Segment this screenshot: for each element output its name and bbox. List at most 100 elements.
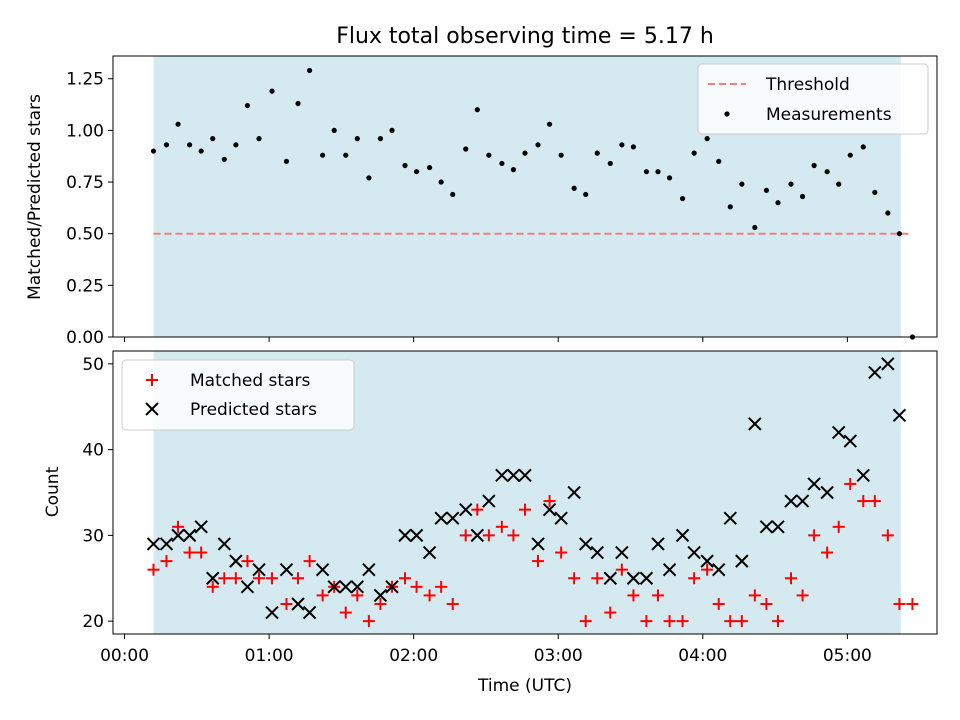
predicted-star-point bbox=[531, 537, 545, 551]
threshold-legend-label: Threshold bbox=[765, 75, 850, 95]
predicted-star-point bbox=[279, 562, 294, 577]
predicted-star-point bbox=[171, 528, 185, 543]
matched-star-point bbox=[893, 597, 906, 610]
matched-legend-label: Matched stars bbox=[190, 371, 310, 391]
measurement-point bbox=[788, 181, 794, 187]
measurement-point bbox=[583, 191, 589, 198]
measurement-point bbox=[704, 136, 710, 142]
predicted-star-point bbox=[339, 580, 353, 594]
measurement-point bbox=[307, 67, 313, 74]
measurement-point bbox=[824, 169, 830, 175]
predicted-star-point bbox=[579, 537, 593, 551]
predicted-star-point bbox=[240, 580, 255, 594]
matched-star-point bbox=[760, 597, 773, 610]
matched-star-point bbox=[771, 615, 784, 628]
predicted-star-point bbox=[315, 562, 330, 577]
matched-star-point bbox=[735, 615, 748, 628]
measurement-point bbox=[716, 158, 722, 164]
measurement-point bbox=[847, 152, 853, 158]
matched-star-point bbox=[881, 529, 894, 542]
matched-star-point bbox=[676, 615, 689, 628]
measurement-point bbox=[679, 195, 686, 202]
measurement-point bbox=[426, 164, 433, 171]
measurement-point bbox=[691, 150, 697, 156]
measurement-point bbox=[558, 152, 564, 158]
measurement-point bbox=[175, 121, 181, 127]
predicted-star-point bbox=[302, 605, 317, 620]
predicted-star-point bbox=[206, 571, 220, 585]
matched-star-point bbox=[519, 503, 531, 516]
measurement-point bbox=[630, 144, 637, 150]
predicted-star-point bbox=[651, 537, 665, 551]
predicted-star-point bbox=[723, 511, 737, 525]
bottom-x-tick-label: 03:00 bbox=[534, 646, 583, 666]
top-y-tick-label: 0.50 bbox=[66, 225, 104, 245]
predicted-star-point bbox=[639, 571, 654, 585]
bottom-x-axis-label: Time (UTC) bbox=[477, 676, 572, 696]
top-y-tick-label: 0.00 bbox=[66, 328, 104, 348]
predicted-star-point bbox=[518, 468, 532, 483]
predicted-star-point bbox=[506, 468, 521, 483]
predicted-star-point bbox=[291, 597, 305, 611]
bottom-x-tick-label: 02:00 bbox=[389, 646, 438, 666]
matched-star-point bbox=[604, 606, 617, 619]
predicted-star-point bbox=[482, 494, 496, 508]
predicted-star-point bbox=[868, 365, 882, 380]
measurement-point bbox=[775, 200, 781, 206]
measurement-point bbox=[727, 204, 733, 210]
matched-star-point bbox=[688, 572, 701, 585]
matched-star-point bbox=[701, 563, 714, 576]
measurement-point bbox=[244, 102, 251, 109]
predicted-star-point bbox=[615, 545, 629, 560]
predicted-star-point bbox=[194, 520, 208, 534]
predicted-star-point bbox=[590, 545, 604, 560]
predicted-star-point bbox=[542, 502, 557, 517]
measurement-point bbox=[522, 150, 528, 156]
matched-legend-swatch bbox=[146, 374, 158, 386]
predicted-star-point bbox=[398, 528, 412, 543]
bottom-y-tick-label: 30 bbox=[82, 526, 104, 546]
measurement-point bbox=[163, 142, 170, 148]
matched-star-point bbox=[362, 615, 375, 628]
matched-star-point bbox=[844, 477, 857, 490]
measurement-point bbox=[320, 152, 326, 158]
matched-star-point bbox=[446, 597, 459, 610]
predicted-star-point bbox=[856, 468, 870, 483]
measurements-legend-swatch bbox=[724, 111, 730, 117]
measurement-point bbox=[510, 167, 517, 173]
matched-star-point bbox=[784, 572, 797, 585]
measurement-point bbox=[413, 169, 420, 175]
matched-star-point bbox=[627, 589, 640, 602]
measurement-point bbox=[269, 88, 275, 94]
predicted-star-point bbox=[146, 537, 161, 551]
measurement-point bbox=[187, 142, 193, 148]
measurement-point bbox=[885, 210, 891, 216]
matched-star-point bbox=[399, 572, 412, 585]
matched-star-point bbox=[195, 546, 208, 559]
matched-star-point bbox=[579, 615, 592, 628]
predicted-star-point bbox=[843, 434, 857, 448]
predicted-star-point bbox=[459, 502, 473, 517]
measurement-point bbox=[594, 150, 600, 156]
matched-star-point bbox=[712, 597, 725, 610]
measurement-point bbox=[438, 179, 444, 185]
predicted-star-point bbox=[603, 571, 617, 585]
measurement-point bbox=[198, 148, 204, 154]
predicted-star-point bbox=[675, 528, 690, 543]
measurement-point bbox=[343, 152, 349, 158]
measurement-point bbox=[643, 169, 650, 175]
matched-star-point bbox=[435, 580, 448, 593]
matched-star-point bbox=[206, 580, 219, 593]
predicted-star-point bbox=[182, 528, 197, 543]
measurement-point bbox=[486, 152, 492, 158]
top-y-axis-label: Matched/Predicted stars bbox=[25, 94, 45, 300]
predicted-legend-label: Predicted stars bbox=[190, 400, 317, 420]
measurement-point bbox=[366, 175, 372, 181]
matched-star-point bbox=[316, 589, 329, 602]
matched-star-point bbox=[160, 555, 173, 568]
measurement-point bbox=[354, 136, 360, 142]
matched-star-point bbox=[821, 546, 834, 559]
predicted-star-point bbox=[567, 485, 581, 500]
predicted-star-point bbox=[434, 511, 448, 525]
matched-star-point bbox=[640, 615, 653, 628]
